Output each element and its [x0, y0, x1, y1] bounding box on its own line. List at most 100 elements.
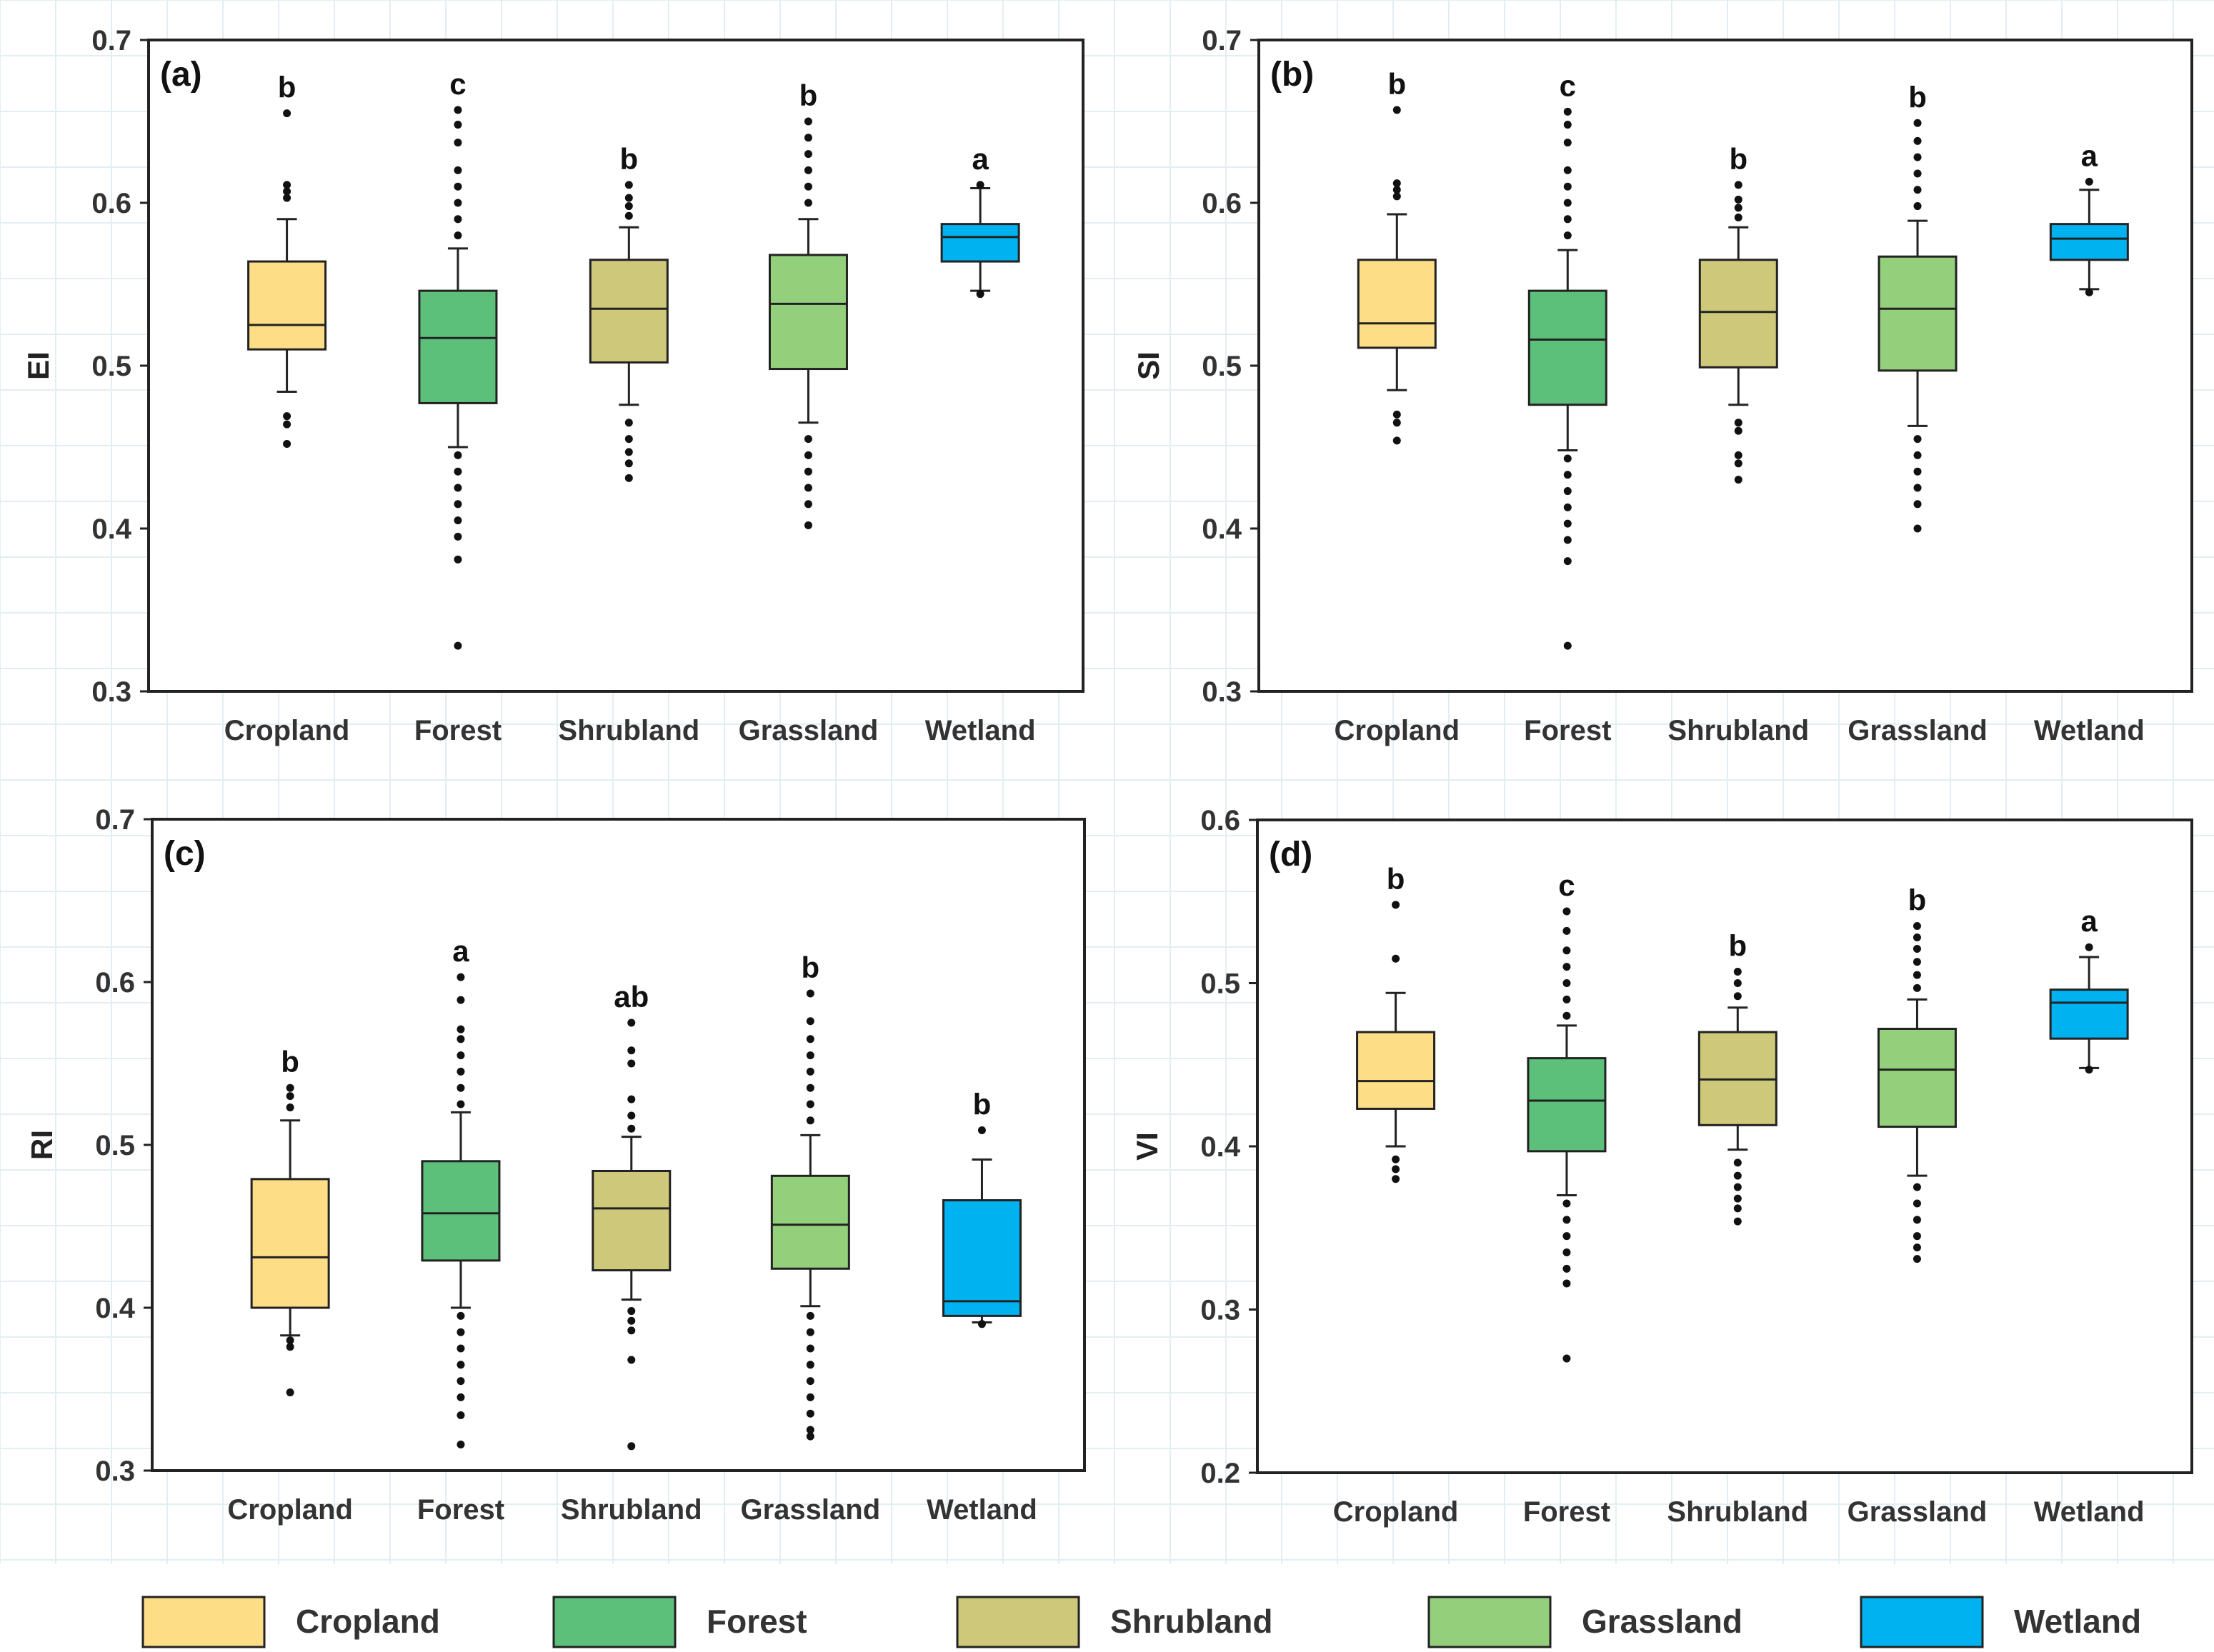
outlier-point	[1563, 641, 1572, 650]
box-body	[1356, 1031, 1436, 1110]
panel-label: (c)	[164, 835, 206, 873]
outlier-point	[1734, 419, 1742, 427]
x-tick-label: Cropland	[1335, 715, 1460, 746]
outlier-point	[454, 182, 462, 191]
outlier-point	[1562, 926, 1571, 935]
box-body	[589, 259, 669, 364]
outlier-point	[977, 1126, 986, 1134]
box-shrubland: b Shrubland	[1667, 142, 1809, 746]
outlier-point	[977, 1320, 986, 1328]
outlier-point	[1733, 1194, 1742, 1203]
outlier-point	[1913, 1199, 1921, 1208]
significance-letter: c	[1560, 69, 1576, 102]
outlier-point	[804, 500, 812, 509]
outlier-point	[1562, 1354, 1571, 1363]
x-tick-label: Wetland	[2034, 715, 2145, 746]
outlier-point	[283, 194, 291, 202]
outlier-point	[627, 1326, 636, 1335]
outlier-point	[454, 139, 462, 147]
legend-swatch	[141, 1596, 266, 1648]
outlier-point	[627, 1356, 636, 1364]
box-body	[1357, 259, 1437, 349]
outlier-point	[1392, 901, 1400, 909]
outlier-point	[1392, 186, 1401, 194]
outlier-point	[624, 211, 633, 220]
outlier-point	[806, 1017, 814, 1026]
y-tick-label: 0.5	[1200, 968, 1240, 1000]
outlier-point	[1562, 995, 1571, 1003]
x-tick-label: Cropland	[224, 715, 350, 746]
y-tick-label: 0.7	[95, 804, 135, 836]
box-cropland: b Cropland	[1333, 862, 1459, 1528]
box-cropland: b Cropland	[224, 71, 350, 746]
outlier-point	[627, 1307, 636, 1316]
outlier-point	[806, 1116, 814, 1125]
outlier-point	[806, 1426, 814, 1434]
outlier-point	[627, 1124, 636, 1133]
outlier-point	[2085, 177, 2093, 186]
y-tick-label: 0.3	[91, 676, 131, 708]
outlier-point	[1562, 979, 1571, 987]
outlier-point	[286, 1388, 294, 1397]
outlier-point	[1562, 1279, 1571, 1288]
outlier-point	[1733, 979, 1742, 987]
outlier-point	[804, 521, 812, 529]
outlier-point	[2085, 1066, 2093, 1074]
outlier-point	[806, 1361, 814, 1369]
box-body	[1527, 1057, 1607, 1153]
significance-letter: a	[2080, 904, 2098, 938]
outlier-point	[1563, 199, 1572, 207]
outlier-point	[457, 1311, 465, 1320]
outlier-point	[1733, 1171, 1742, 1180]
box-body	[247, 260, 327, 351]
box-shrubland: b Shrubland	[558, 142, 699, 746]
y-tick-label: 0.5	[95, 1130, 135, 1161]
x-tick-label: Shrubland	[561, 1494, 702, 1526]
significance-letter: b	[1908, 80, 1927, 114]
outlier-point	[1562, 1248, 1571, 1257]
outlier-point	[806, 1377, 814, 1386]
x-tick-label: Shrubland	[1667, 1496, 1808, 1528]
outlier-point	[283, 109, 291, 118]
outlier-point	[457, 1377, 465, 1386]
outlier-point	[1562, 1199, 1571, 1208]
outlier-point	[457, 1411, 465, 1419]
outlier-point	[806, 1051, 814, 1060]
outlier-point	[286, 1103, 294, 1112]
outlier-point	[1734, 459, 1742, 468]
x-tick-label: Wetland	[2034, 1496, 2145, 1528]
box-wetland: a Wetland	[2034, 139, 2145, 746]
y-axis-label: EI	[21, 351, 55, 380]
outlier-point	[457, 996, 465, 1004]
outlier-point	[1913, 169, 1922, 178]
outlier-point	[286, 1092, 294, 1101]
legend-label: Cropland	[296, 1603, 440, 1640]
y-tick-label: 0.2	[1200, 1458, 1240, 1489]
outlier-point	[1913, 1216, 1921, 1224]
panel-label: (d)	[1269, 836, 1312, 873]
outlier-point	[454, 484, 462, 492]
x-tick-label: Cropland	[227, 1494, 353, 1526]
outlier-point	[1913, 186, 1922, 194]
legend-swatch	[1860, 1596, 1984, 1648]
significance-letter: b	[1387, 67, 1406, 101]
box-wetland: a Wetland	[2034, 904, 2145, 1528]
outlier-point	[806, 1328, 814, 1336]
panel-vi: 0.2 0.3 0.4 0.5 0.6 VI (d) b Cropland c Forest b Shr…	[1130, 805, 2193, 1528]
outlier-point	[454, 500, 462, 509]
outlier-point	[806, 989, 814, 998]
legend-label: Wetland	[2014, 1603, 2141, 1640]
y-axis-label: SI	[1132, 351, 1165, 380]
outlier-point	[454, 231, 462, 240]
box-grassland: b Grassland	[739, 79, 879, 746]
significance-letter: b	[278, 71, 296, 104]
significance-letter: b	[973, 1087, 992, 1121]
significance-letter: b	[802, 951, 820, 984]
x-tick-label: Wetland	[925, 715, 1036, 746]
outlier-point	[1392, 436, 1401, 445]
significance-letter: b	[1729, 142, 1747, 176]
box-body	[942, 1199, 1022, 1317]
outlier-point	[283, 439, 291, 448]
legend-item-shrubland: Shrubland	[956, 1596, 1272, 1648]
outlier-point	[627, 1111, 636, 1120]
